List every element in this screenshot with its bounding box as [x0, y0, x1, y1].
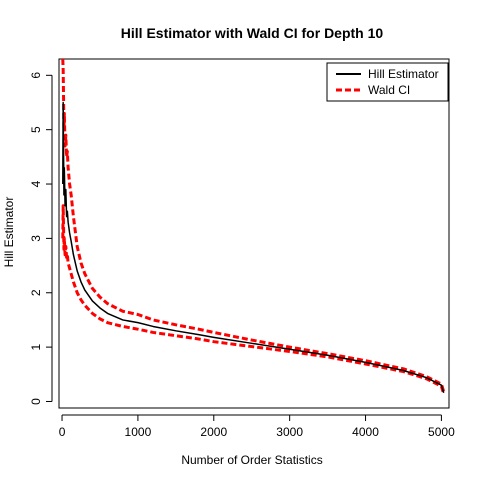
y-tick-label: 3 — [29, 235, 43, 242]
x-tick-label: 0 — [59, 425, 66, 439]
legend-ci-label: Wald CI — [368, 83, 410, 97]
y-tick-label: 5 — [29, 126, 43, 133]
x-tick-label: 2000 — [200, 425, 227, 439]
x-tick-label: 5000 — [428, 425, 455, 439]
chart-title: Hill Estimator with Wald CI for Depth 10 — [121, 25, 384, 41]
wald-ci-upper-line — [61, 58, 446, 393]
y-tick-label: 0 — [29, 398, 43, 405]
legend-box — [326, 62, 449, 102]
x-tick-label: 1000 — [125, 425, 152, 439]
y-axis-label: Hill Estimator — [2, 197, 16, 268]
x-tick-label: 4000 — [352, 425, 379, 439]
x-tick-label: 3000 — [276, 425, 303, 439]
legend: Hill Estimator Wald CI — [326, 62, 449, 102]
y-tick-label: 1 — [29, 343, 43, 350]
y-tick-label: 6 — [29, 72, 43, 79]
hill-estimator-line — [62, 101, 445, 393]
wald-ci-lower-line — [61, 204, 446, 395]
plot-frame — [58, 58, 450, 409]
series-layer — [61, 58, 446, 395]
legend-estimator-label: Hill Estimator — [368, 67, 439, 81]
y-tick-label: 4 — [29, 180, 43, 187]
y-tick-label: 2 — [29, 289, 43, 296]
x-axis-label: Number of Order Statistics — [181, 453, 322, 467]
axes: 0 1000 2000 3000 4000 5000 0 1 2 3 4 5 6 — [29, 72, 455, 439]
